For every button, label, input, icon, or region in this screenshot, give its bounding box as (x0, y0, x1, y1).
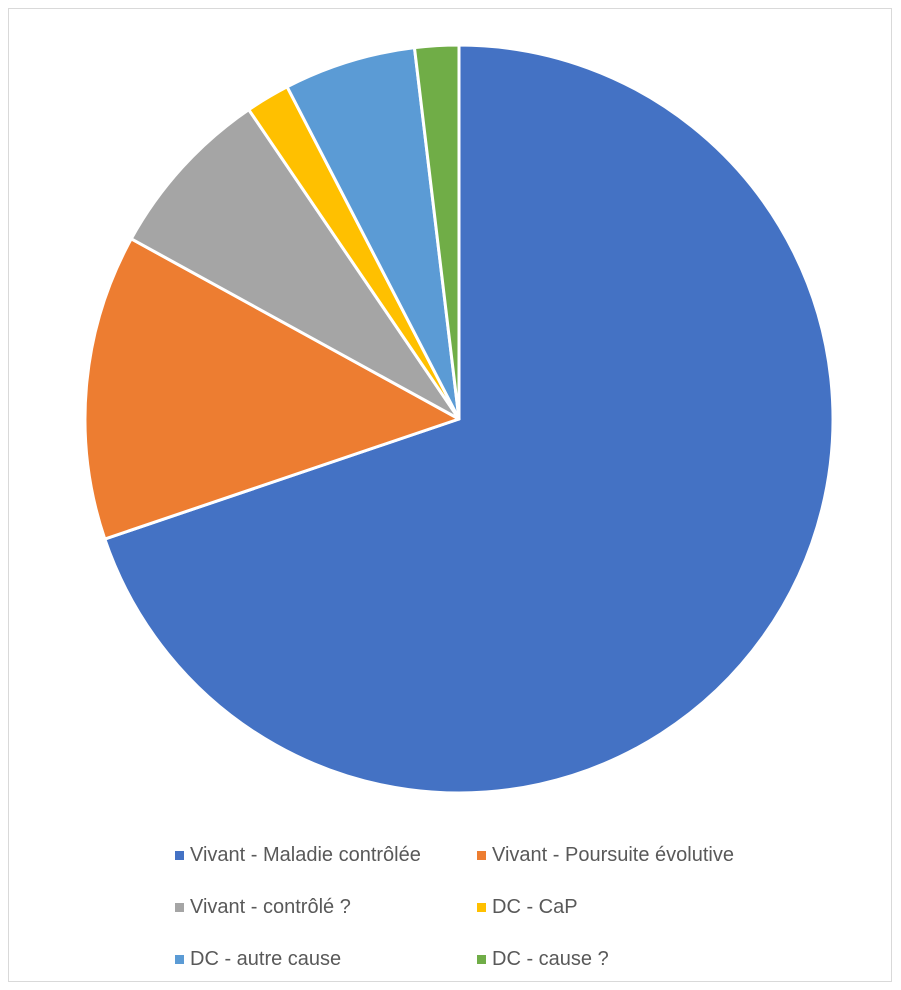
legend-label: DC - cause ? (492, 947, 609, 970)
pie-slice-vivant-maladie-controlee (103, 43, 835, 795)
pie-slice-dc-autre-cause (285, 46, 461, 421)
legend-label: DC - CaP (492, 895, 578, 918)
pie-slice-vivant-poursuite-evolutive (83, 237, 461, 541)
legend-item-dc-autre-cause: DC - autre cause (175, 942, 477, 976)
legend-label: DC - autre cause (190, 947, 342, 970)
legend-item-vivant-maladie-controlee: Vivant - Maladie contrôlée (175, 838, 477, 872)
legend-label: Vivant - Poursuite évolutive (492, 843, 734, 866)
legend: Vivant - Maladie contrôlée Vivant - Pour… (175, 838, 815, 976)
legend-item-vivant-controle: Vivant - contrôlé ? (175, 890, 477, 924)
pie-slice-dc-cause (412, 43, 461, 421)
legend-item-dc-cause: DC - cause ? (477, 942, 797, 976)
legend-label: Vivant - Maladie contrôlée (190, 843, 421, 866)
legend-label: Vivant - contrôlé ? (190, 895, 351, 918)
legend-swatch (477, 850, 486, 860)
legend-swatch (175, 954, 184, 964)
legend-item-dc-cap: DC - CaP (477, 890, 797, 924)
legend-swatch (175, 902, 184, 912)
legend-swatch (477, 954, 486, 964)
legend-swatch (477, 902, 486, 912)
pie-slice-vivant-controle (129, 108, 461, 421)
legend-item-vivant-poursuite-evolutive: Vivant - Poursuite évolutive (477, 838, 797, 872)
legend-swatch (175, 850, 184, 860)
